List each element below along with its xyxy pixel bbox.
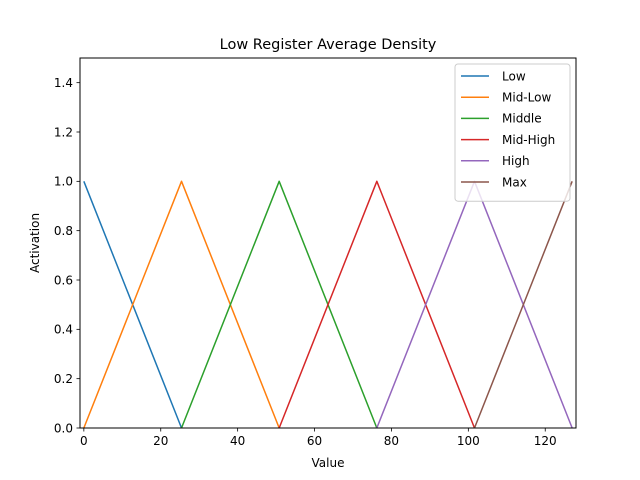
series-layer <box>83 180 573 429</box>
x-tick-label: 60 <box>307 434 322 448</box>
legend-label-middle: Middle <box>502 112 542 126</box>
legend: Low Mid-Low Middle Mid-High High Max <box>454 63 571 202</box>
x-axis-label: Value <box>312 456 345 470</box>
x-tick-label: 100 <box>457 434 480 448</box>
y-tick-label: 0.0 <box>54 421 73 435</box>
legend-label-mid-high: Mid-High <box>502 133 555 147</box>
series-line-max <box>473 181 573 429</box>
legend-box <box>454 63 571 202</box>
plot-area: 0 20 40 60 80 100 120 0.0 0.2 0.4 0.6 0.8 1.0 1.2 1.4 <box>54 57 577 448</box>
y-tick-label: 0.6 <box>54 273 73 287</box>
legend-entries: Low Mid-Low Middle Mid-High High Max <box>461 69 555 189</box>
y-tick-label: 0.8 <box>54 224 73 238</box>
series-line-mid-low <box>83 180 280 429</box>
y-axis-ticks: 0.0 0.2 0.4 0.6 0.8 1.0 1.2 1.4 <box>54 76 80 435</box>
series-line-middle <box>180 180 378 429</box>
legend-label-low: Low <box>502 69 526 83</box>
plot-frame <box>79 57 577 429</box>
y-tick-label: 1.0 <box>54 175 73 189</box>
x-tick-label: 0 <box>80 434 88 448</box>
x-axis-ticks: 0 20 40 60 80 100 120 <box>80 428 557 448</box>
x-tick-label: 120 <box>534 434 557 448</box>
x-tick-label: 80 <box>384 434 399 448</box>
x-tick-label: 20 <box>153 434 168 448</box>
chart-title: Low Register Average Density <box>220 37 437 53</box>
y-tick-label: 0.4 <box>54 323 73 337</box>
x-tick-label: 40 <box>230 434 245 448</box>
legend-label-mid-low: Mid-Low <box>502 91 551 105</box>
y-axis-label: Activation <box>28 213 42 273</box>
y-tick-label: 0.2 <box>54 372 73 386</box>
series-line-mid-high <box>278 180 476 429</box>
legend-label-high: High <box>502 154 530 168</box>
legend-label-max: Max <box>502 175 527 189</box>
y-tick-label: 1.2 <box>54 125 73 139</box>
y-tick-label: 1.4 <box>54 76 73 90</box>
